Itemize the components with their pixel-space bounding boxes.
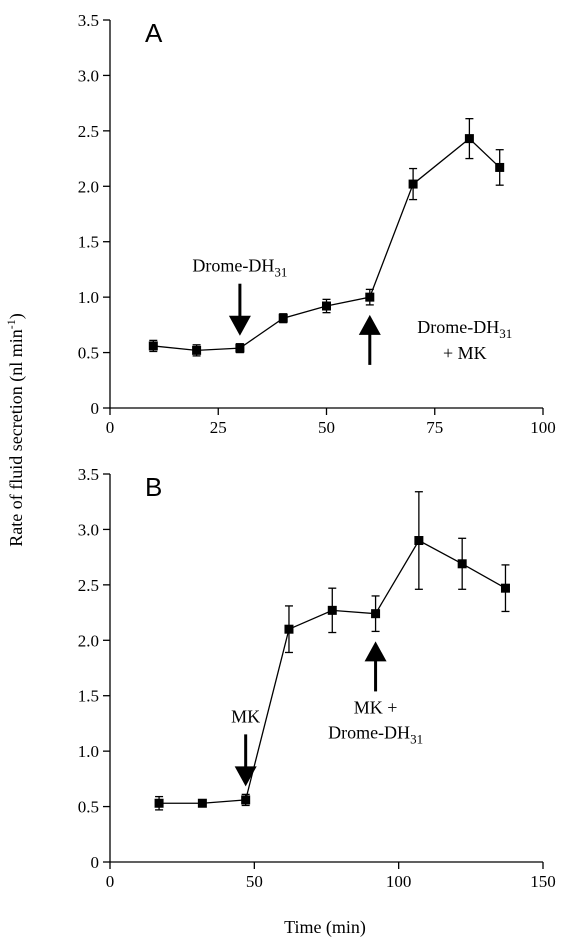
data-point [322, 301, 331, 311]
y-axis-label-end: ) [6, 313, 27, 319]
y-tick-label: 2.0 [78, 177, 99, 196]
y-tick-label: 3.5 [78, 465, 99, 484]
x-tick-label: 0 [106, 872, 115, 891]
y-axis-label-superscript: -1 [4, 319, 18, 329]
data-point [154, 798, 164, 808]
y-axis-label-text: Rate of fluid secretion (nl min [6, 329, 27, 546]
data-point [495, 162, 505, 172]
data-point [414, 536, 424, 546]
annotation-label-line2: + MK [443, 343, 487, 363]
x-tick-label: 50 [246, 872, 263, 891]
x-tick-label: 50 [318, 418, 335, 437]
x-tick-label: 150 [530, 872, 556, 891]
data-point [500, 583, 510, 593]
y-tick-label: 1.5 [78, 233, 99, 252]
y-tick-label: 2.5 [78, 576, 99, 595]
data-point [192, 345, 202, 355]
panel-label: A [145, 18, 163, 48]
annotation-label: MK [231, 706, 260, 726]
annotation-label-line2: Drome-DH31 [328, 722, 423, 746]
chart-panel-a: 0 0.5 1.0 1.5 2.0 2.5 3.0 3.5 0 25 50 75 100 A Drome-D… [78, 11, 556, 437]
y-tick-label: 0.5 [78, 798, 99, 817]
panel-label: B [145, 472, 162, 502]
data-point [148, 341, 158, 351]
data-point [371, 609, 381, 619]
y-tick-label: 1.5 [78, 687, 99, 706]
annotation-label: Drome-DH31 [417, 317, 512, 341]
y-tick-label: 3.5 [78, 11, 99, 30]
data-point [284, 624, 294, 634]
annotation-label: Drome-DH31 [192, 256, 287, 280]
arrow-up-icon [358, 314, 381, 335]
y-tick-label: 2.5 [78, 122, 99, 141]
data-point [408, 179, 418, 189]
y-axis-label: Rate of fluid secretion (nl min-1) [4, 313, 27, 546]
data-point [464, 134, 474, 144]
x-tick-label: 75 [426, 418, 443, 437]
y-tick-label: 0 [91, 853, 100, 872]
arrow-down-icon [228, 315, 251, 336]
y-tick-label: 3.0 [78, 66, 99, 85]
y-tick-label: 1.0 [78, 742, 99, 761]
data-point [457, 559, 467, 569]
data-point [365, 292, 375, 302]
x-tick-label: 0 [106, 418, 115, 437]
data-point [278, 313, 288, 323]
x-axis-label: Time (min) [284, 917, 366, 938]
data-point [235, 343, 245, 353]
x-tick-label: 100 [530, 418, 556, 437]
chart-panel-b: 0 0.5 1.0 1.5 2.0 2.5 3.0 3.5 0 50 100 150 B MK MK + Dr… [78, 465, 556, 891]
x-tick-label: 100 [386, 872, 412, 891]
data-point [327, 605, 337, 615]
y-tick-label: 2.0 [78, 631, 99, 650]
x-tick-label: 25 [210, 418, 227, 437]
annotation-label: MK + [354, 697, 398, 717]
arrow-up-icon [364, 641, 387, 662]
data-point [241, 795, 251, 805]
y-tick-label: 0 [91, 399, 100, 418]
y-tick-label: 3.0 [78, 520, 99, 539]
data-point [197, 798, 207, 808]
arrow-down-icon [234, 766, 257, 787]
y-tick-label: 1.0 [78, 288, 99, 307]
y-tick-label: 0.5 [78, 344, 99, 363]
series-line [159, 539, 506, 804]
